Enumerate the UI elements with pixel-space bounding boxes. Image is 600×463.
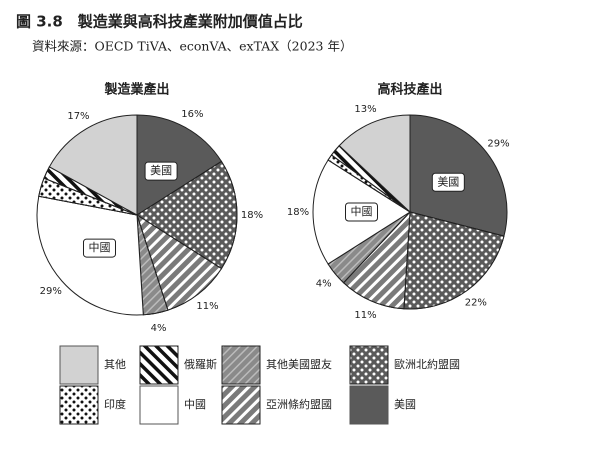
inner-label: 美國 xyxy=(150,164,172,177)
legend-label: 歐洲北約盟國 xyxy=(394,357,460,371)
legend-swatch xyxy=(349,385,389,425)
inner-label-box xyxy=(345,202,378,222)
data-label: 29% xyxy=(487,138,509,149)
pie-title: 高科技產出 xyxy=(377,82,442,98)
data-label: 17% xyxy=(67,111,89,122)
legend-swatch xyxy=(139,385,179,425)
pie-slice-pattern xyxy=(136,160,238,270)
pie-slice xyxy=(48,114,138,216)
legend-label: 印度 xyxy=(104,397,126,411)
data-label: 18% xyxy=(287,207,309,218)
legend-swatch xyxy=(59,345,99,385)
inner-label: 美國 xyxy=(437,175,459,188)
pie-slice xyxy=(136,114,223,216)
inner-label: 中國 xyxy=(88,241,110,254)
pie-title: 製造業產出 xyxy=(103,82,169,98)
legend-label: 俄羅斯 xyxy=(184,358,217,371)
data-label: 18% xyxy=(241,210,263,221)
inner-label: 中國 xyxy=(351,205,373,218)
legend-swatch-pattern xyxy=(221,345,261,385)
pie-slice-pattern xyxy=(403,211,505,310)
data-label: 16% xyxy=(181,109,203,120)
pie-slice-pattern xyxy=(342,210,411,310)
pie-slice-pattern xyxy=(136,213,223,311)
legend-label: 亞洲條約盟國 xyxy=(266,397,332,411)
legend-swatch-pattern xyxy=(59,385,99,425)
legend-swatch-pattern xyxy=(139,345,179,385)
inner-label-box xyxy=(82,238,116,258)
legend-label: 美國 xyxy=(394,398,416,411)
pie-slice xyxy=(338,114,411,214)
data-label: 11% xyxy=(196,301,218,312)
data-label: 13% xyxy=(354,104,376,115)
chart-subtitle: 資料來源：OECD TiVA、econVA、exTAX（2023 年） xyxy=(32,39,352,54)
data-label: 11% xyxy=(354,310,376,321)
legend-label: 其他美國盟友 xyxy=(266,357,332,371)
legend-swatch-pattern xyxy=(349,345,389,385)
data-label: 29% xyxy=(40,286,62,297)
legend-swatch-pattern xyxy=(221,385,261,425)
legend-label: 其他 xyxy=(104,358,126,371)
data-label: 4% xyxy=(151,323,167,334)
legend-label: 中國 xyxy=(184,398,206,411)
inner-label-box xyxy=(144,161,178,181)
inner-label-box xyxy=(431,172,465,192)
data-label: 4% xyxy=(316,278,332,289)
data-label: 22% xyxy=(465,298,487,309)
chart-title: 圖 3.8 製造業與高科技產業附加價值占比 xyxy=(16,13,303,31)
